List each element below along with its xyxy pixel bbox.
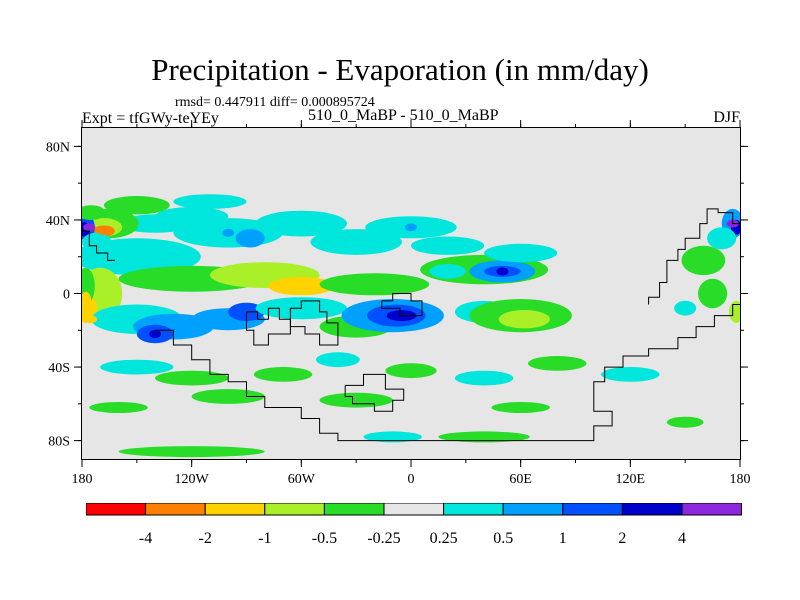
- colorbar-label: 4: [678, 530, 686, 547]
- x-tick-label: 60E: [509, 472, 532, 487]
- coastlines: [82, 208, 740, 442]
- colorbar-box: [323, 503, 385, 516]
- x-tick-label: 0: [408, 472, 415, 487]
- comparison-label: 510_0_MaBP - 510_0_MaBP: [308, 107, 499, 124]
- x-tick-label: 120W: [175, 472, 210, 487]
- contour-blob: [454, 370, 514, 386]
- contour-blob: [363, 431, 422, 443]
- contour-blob: [82, 205, 106, 220]
- colorbar-box: [264, 503, 325, 516]
- colorbar-label: 1: [559, 530, 567, 547]
- coastline-island-2: [246, 307, 291, 346]
- contour-blob: [411, 236, 485, 255]
- coastline-island-4: [344, 373, 405, 412]
- y-tick-label: 40N: [46, 214, 70, 229]
- colorbar-label: -0.5: [312, 530, 337, 547]
- data-core: [496, 267, 509, 276]
- colorbar-box: [562, 503, 623, 516]
- coastline-east-continent: [648, 208, 740, 305]
- colorbar-box: [86, 503, 147, 516]
- contour-blob: [484, 243, 558, 263]
- y-tick-label: 40S: [48, 361, 70, 376]
- contour-blob: [310, 229, 402, 255]
- contour-blob: [528, 356, 587, 371]
- contour-blob: [698, 278, 728, 309]
- contour-blob: [429, 264, 466, 279]
- contour-blob: [82, 238, 201, 276]
- map-svg: [82, 194, 740, 458]
- x-tick-label: 60W: [288, 472, 316, 487]
- contour-blob: [319, 273, 430, 296]
- data-core: [280, 285, 293, 294]
- x-tick-label: 180: [730, 472, 751, 487]
- y-tick-label: 0: [63, 288, 70, 303]
- contour-blob: [118, 446, 265, 458]
- contour-blob: [681, 245, 726, 276]
- data-core: [83, 223, 96, 232]
- colorbar-label: 2: [618, 530, 626, 547]
- contour-blob: [100, 359, 174, 375]
- x-tick-label: 180: [72, 472, 93, 487]
- x-tick-label: 120E: [616, 472, 646, 487]
- colorbar-box: [502, 503, 564, 516]
- data-core: [514, 315, 527, 324]
- contour-blob: [666, 416, 704, 428]
- contour-blob: [707, 227, 737, 250]
- y-tick-label: 80N: [46, 140, 70, 155]
- colorbar-box: [443, 503, 504, 516]
- colorbar-box: [383, 503, 445, 516]
- contour-blob: [729, 300, 740, 323]
- colorbar-label: 0.25: [430, 530, 458, 547]
- colorbar-box: [204, 503, 266, 516]
- colorbar-label: 0.5: [493, 530, 513, 547]
- contour-blob: [674, 300, 697, 316]
- data-core: [97, 227, 110, 235]
- data-core: [149, 330, 162, 338]
- contour-blob: [601, 367, 660, 382]
- y-tick-label: 80S: [48, 435, 70, 450]
- colorbar: -4 -2 -1 -0.5 -0.25 0.25 0.5 1 2 4: [86, 503, 742, 547]
- colorbar-box: [145, 503, 206, 516]
- colorbar-label: -4: [139, 530, 152, 547]
- colorbar-box: [681, 503, 742, 516]
- colorbar-box: [621, 503, 683, 516]
- stats-line: rmsd= 0.447911 diff= 0.000895724: [175, 95, 375, 110]
- coastline-south-continent: [155, 304, 740, 442]
- chart-title: Precipitation - Evaporation (in mm/day): [151, 52, 649, 87]
- coastline-nw: [82, 230, 115, 261]
- contour-blob: [438, 431, 530, 443]
- contour-blob: [82, 291, 92, 311]
- contour-blob: [103, 196, 170, 215]
- colorbar-label: -1: [258, 530, 271, 547]
- data-core: [405, 223, 417, 232]
- data-core: [386, 311, 399, 320]
- contour-blob: [173, 194, 247, 209]
- field-contours: [82, 194, 740, 458]
- data-core: [85, 315, 98, 324]
- colorbar-label: -2: [199, 530, 212, 547]
- contour-blob: [491, 402, 550, 413]
- coastline-island-1: [289, 300, 339, 346]
- contour-blob: [385, 363, 437, 379]
- contour-blob: [235, 229, 265, 248]
- map-plot-area: [81, 127, 741, 460]
- contour-blob: [316, 352, 360, 368]
- experiment-label: Expt = tfGWy-teYEy: [82, 110, 219, 127]
- coastline-island-3: [381, 293, 423, 317]
- contour-blob: [89, 402, 148, 413]
- season-label: DJF: [713, 109, 740, 126]
- data-core: [222, 228, 235, 237]
- contour-blob: [253, 367, 313, 382]
- colorbar-label: -0.25: [367, 530, 400, 547]
